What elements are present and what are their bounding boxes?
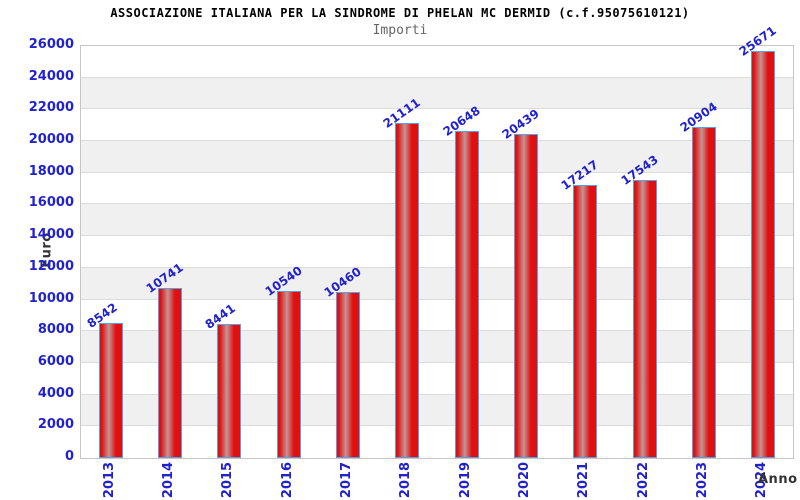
- x-tick-label-2017: 2017: [339, 461, 354, 499]
- y-tick-label: 4000: [37, 385, 74, 401]
- bar-slot-2021: 17217: [556, 46, 615, 458]
- bar-2024: [751, 51, 776, 458]
- x-tick-label-2021: 2021: [576, 461, 592, 499]
- y-tick-label: 6000: [37, 353, 74, 369]
- y-tick-label: 0: [64, 449, 74, 464]
- bar-2019: [454, 130, 479, 458]
- bar-slot-2018: 21111: [378, 46, 437, 458]
- x-tick-label-2015: 2015: [220, 461, 236, 499]
- x-tick-label-2016: 2016: [279, 461, 295, 499]
- bar-slot-2015: 8441: [200, 46, 259, 458]
- x-tick-label-2020: 2020: [517, 461, 532, 499]
- y-tick-label: 8000: [37, 322, 74, 338]
- y-tick-label: 24000: [28, 68, 74, 84]
- bar-slot-2013: 8542: [81, 46, 140, 458]
- plot-band: [81, 267, 793, 300]
- bar-slot-2024: 25671: [734, 24, 793, 458]
- bar-2023: [691, 126, 716, 458]
- x-axis-label: Anno: [758, 472, 798, 487]
- y-tick-label: 22000: [28, 100, 74, 116]
- bar-2022: [632, 180, 657, 458]
- x-tick-label-2022: 2022: [635, 461, 651, 499]
- bar-slot-2014: 10741: [140, 46, 199, 458]
- bar-2020: [513, 134, 538, 458]
- chart-title: ASSOCIAZIONE ITALIANA PER LA SINDROME DI…: [110, 6, 690, 20]
- y-tick-label: 16000: [28, 195, 74, 211]
- y-tick-label: 2000: [37, 417, 74, 433]
- bar-2018: [395, 123, 420, 458]
- bar-2014: [157, 287, 182, 458]
- plot-band: [81, 363, 793, 395]
- x-tick-label-2013: 2013: [101, 461, 117, 499]
- plot-band: [81, 173, 793, 205]
- x-tick-label-2023: 2023: [695, 461, 710, 499]
- plot-band: [81, 77, 793, 110]
- bar-slot-2016: 10540: [259, 46, 318, 458]
- x-tick-label-2018: 2018: [398, 461, 414, 499]
- plot-band: [81, 46, 793, 78]
- bar-2017: [335, 292, 360, 458]
- bar-slot-2017: 10460: [318, 46, 377, 458]
- plot-band: [81, 204, 793, 237]
- plot-band: [81, 394, 793, 427]
- y-tick-label: 14000: [28, 227, 74, 243]
- y-tick-label: 12000: [28, 258, 74, 274]
- bar-slot-2022: 17543: [615, 46, 674, 458]
- bar-2013: [98, 322, 123, 458]
- bar-slot-2020: 20439: [496, 46, 555, 458]
- y-tick-label: 26000: [28, 37, 74, 52]
- bar-2021: [573, 185, 598, 458]
- plot-area: 8542 10741 8441 10540 10460 21111 20648 20439 17…: [80, 24, 794, 459]
- plot-band: [81, 300, 793, 332]
- y-tick-label: 18000: [28, 163, 74, 179]
- bar-slot-2023: 20904: [674, 46, 733, 458]
- x-tick-label-2014: 2014: [161, 461, 176, 499]
- bar-slot-2019: 20648: [437, 46, 496, 458]
- plot-band: [81, 141, 793, 173]
- plot-band: [81, 109, 793, 142]
- bar-2015: [217, 324, 242, 458]
- plot-band: [81, 236, 793, 268]
- plot-band: [81, 331, 793, 363]
- bar-2016: [276, 290, 301, 458]
- y-tick-label: 10000: [28, 290, 74, 306]
- chart-subtitle: Importi: [372, 23, 428, 38]
- x-tick-label-2019: 2019: [457, 461, 473, 499]
- y-tick-label: 20000: [28, 132, 74, 148]
